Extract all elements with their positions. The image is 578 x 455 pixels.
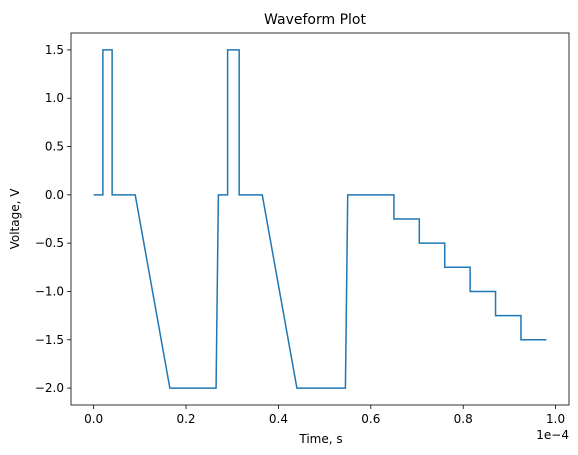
y-tick-label: −0.5 <box>35 236 64 250</box>
y-tick-label: 0.0 <box>45 188 64 202</box>
x-tick-label: 0.0 <box>84 412 103 426</box>
y-tick-label: −1.0 <box>35 284 64 298</box>
y-tick-label: −2.0 <box>35 381 64 395</box>
y-tick-label: 1.0 <box>45 91 64 105</box>
y-tick-label: −1.5 <box>35 333 64 347</box>
x-tick-label: 1.0 <box>546 412 565 426</box>
x-axis-ticks: 0.0 0.2 0.4 0.6 0.8 1.0 <box>84 405 565 426</box>
x-tick-label: 0.8 <box>454 412 473 426</box>
plot-area <box>70 32 570 406</box>
y-tick-label: 1.5 <box>45 43 64 57</box>
y-axis-ticks: −2.0 −1.5 −1.0 −0.5 0.0 0.5 1.0 1.5 <box>35 43 71 395</box>
x-tick-label: 0.4 <box>269 412 288 426</box>
series-line-0 <box>93 49 547 389</box>
x-tick-label: 0.2 <box>176 412 195 426</box>
axes-frame <box>70 32 570 406</box>
y-tick-label: 0.5 <box>45 140 64 154</box>
x-axis-label: Time, s <box>298 432 342 446</box>
chart-title: Waveform Plot <box>264 12 366 28</box>
x-offset-text: 1e−4 <box>536 428 569 442</box>
y-axis-label: Voltage, V <box>8 188 22 250</box>
x-tick-label: 0.6 <box>361 412 380 426</box>
